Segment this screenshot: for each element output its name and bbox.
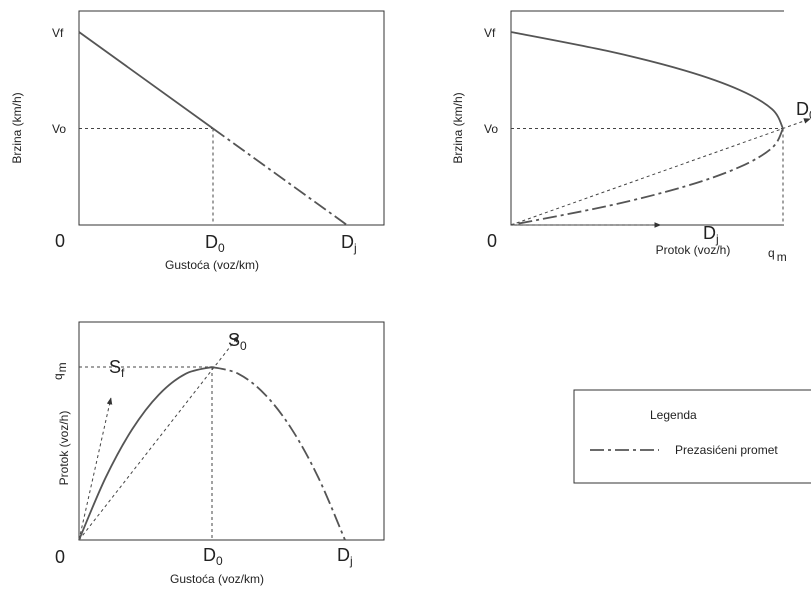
chart1-free-flow-line xyxy=(78,31,214,130)
chart1-xtick-d0: D0 xyxy=(205,232,225,255)
chart2-label-d0: D0 xyxy=(796,99,811,122)
chart3-xtick-d0: D0 xyxy=(203,545,223,568)
chart2-ytick-vo: Vo xyxy=(484,122,498,136)
legend-title: Legenda xyxy=(650,408,697,422)
chart2-congested-curve xyxy=(510,128,784,226)
chart2-label-dj: Dj xyxy=(703,223,719,246)
chart2-origin: 0 xyxy=(487,231,497,251)
chart2-reference-lines xyxy=(511,128,784,225)
chart3-congested-curve xyxy=(211,366,346,541)
chart-speed-density: Vf Vo 0 D0 Dj Gustoća (voz/km) Brzina (k… xyxy=(10,10,385,272)
chart2-frame xyxy=(510,10,784,226)
chart3-label-s0: S0 xyxy=(228,330,247,353)
chart1-xtick-dj: Dj xyxy=(341,232,357,255)
chart3-ylabel: Protok (voz/h) xyxy=(57,411,71,486)
chart1-frame xyxy=(78,10,385,226)
chart1-xlabel: Gustoća (voz/km) xyxy=(165,258,259,272)
chart1-congested-line xyxy=(212,127,348,226)
chart3-free-flow-curve xyxy=(78,366,213,541)
chart3-xtick-dj: Dj xyxy=(337,545,353,568)
chart-flow-density: qm 0 D0 Dj Gustoća (voz/km) Sf S0 Protok… xyxy=(51,321,385,586)
chart3-xlabel: Gustoća (voz/km) xyxy=(170,572,264,586)
chart1-reference-lines xyxy=(79,128,214,225)
chart1-ylabel: Brzina (km/h) xyxy=(10,92,24,163)
chart2-ytick-vf: Vf xyxy=(484,26,496,40)
chart3-origin: 0 xyxy=(55,547,65,567)
chart3-reference-lines xyxy=(79,366,213,540)
chart3-frame xyxy=(78,321,385,541)
chart3-ray-sf xyxy=(78,397,113,541)
legend: Legenda Prezasićeni promet xyxy=(573,389,811,484)
chart2-free-flow-curve xyxy=(510,31,784,129)
legend-entry-congested: Prezasićeni promet xyxy=(675,443,778,457)
chart3-ray-s0 xyxy=(78,335,240,541)
chart2-ylabel: Brzina (km/h) xyxy=(451,92,465,163)
chart2-xlabel: Protok (voz/h) xyxy=(656,243,731,257)
chart3-label-sf: Sf xyxy=(109,357,125,380)
legend-box xyxy=(573,389,811,484)
chart1-ytick-vf: Vf xyxy=(52,26,64,40)
chart2-ray-d0 xyxy=(510,118,811,226)
chart1-origin: 0 xyxy=(55,231,65,251)
chart-speed-flow: Vf Vo 0 Protok (voz/h) qm Dj D0 Brzina (… xyxy=(451,10,811,264)
chart1-ytick-vo: Vo xyxy=(52,122,66,136)
chart3-ytick-qm: qm xyxy=(51,362,69,380)
